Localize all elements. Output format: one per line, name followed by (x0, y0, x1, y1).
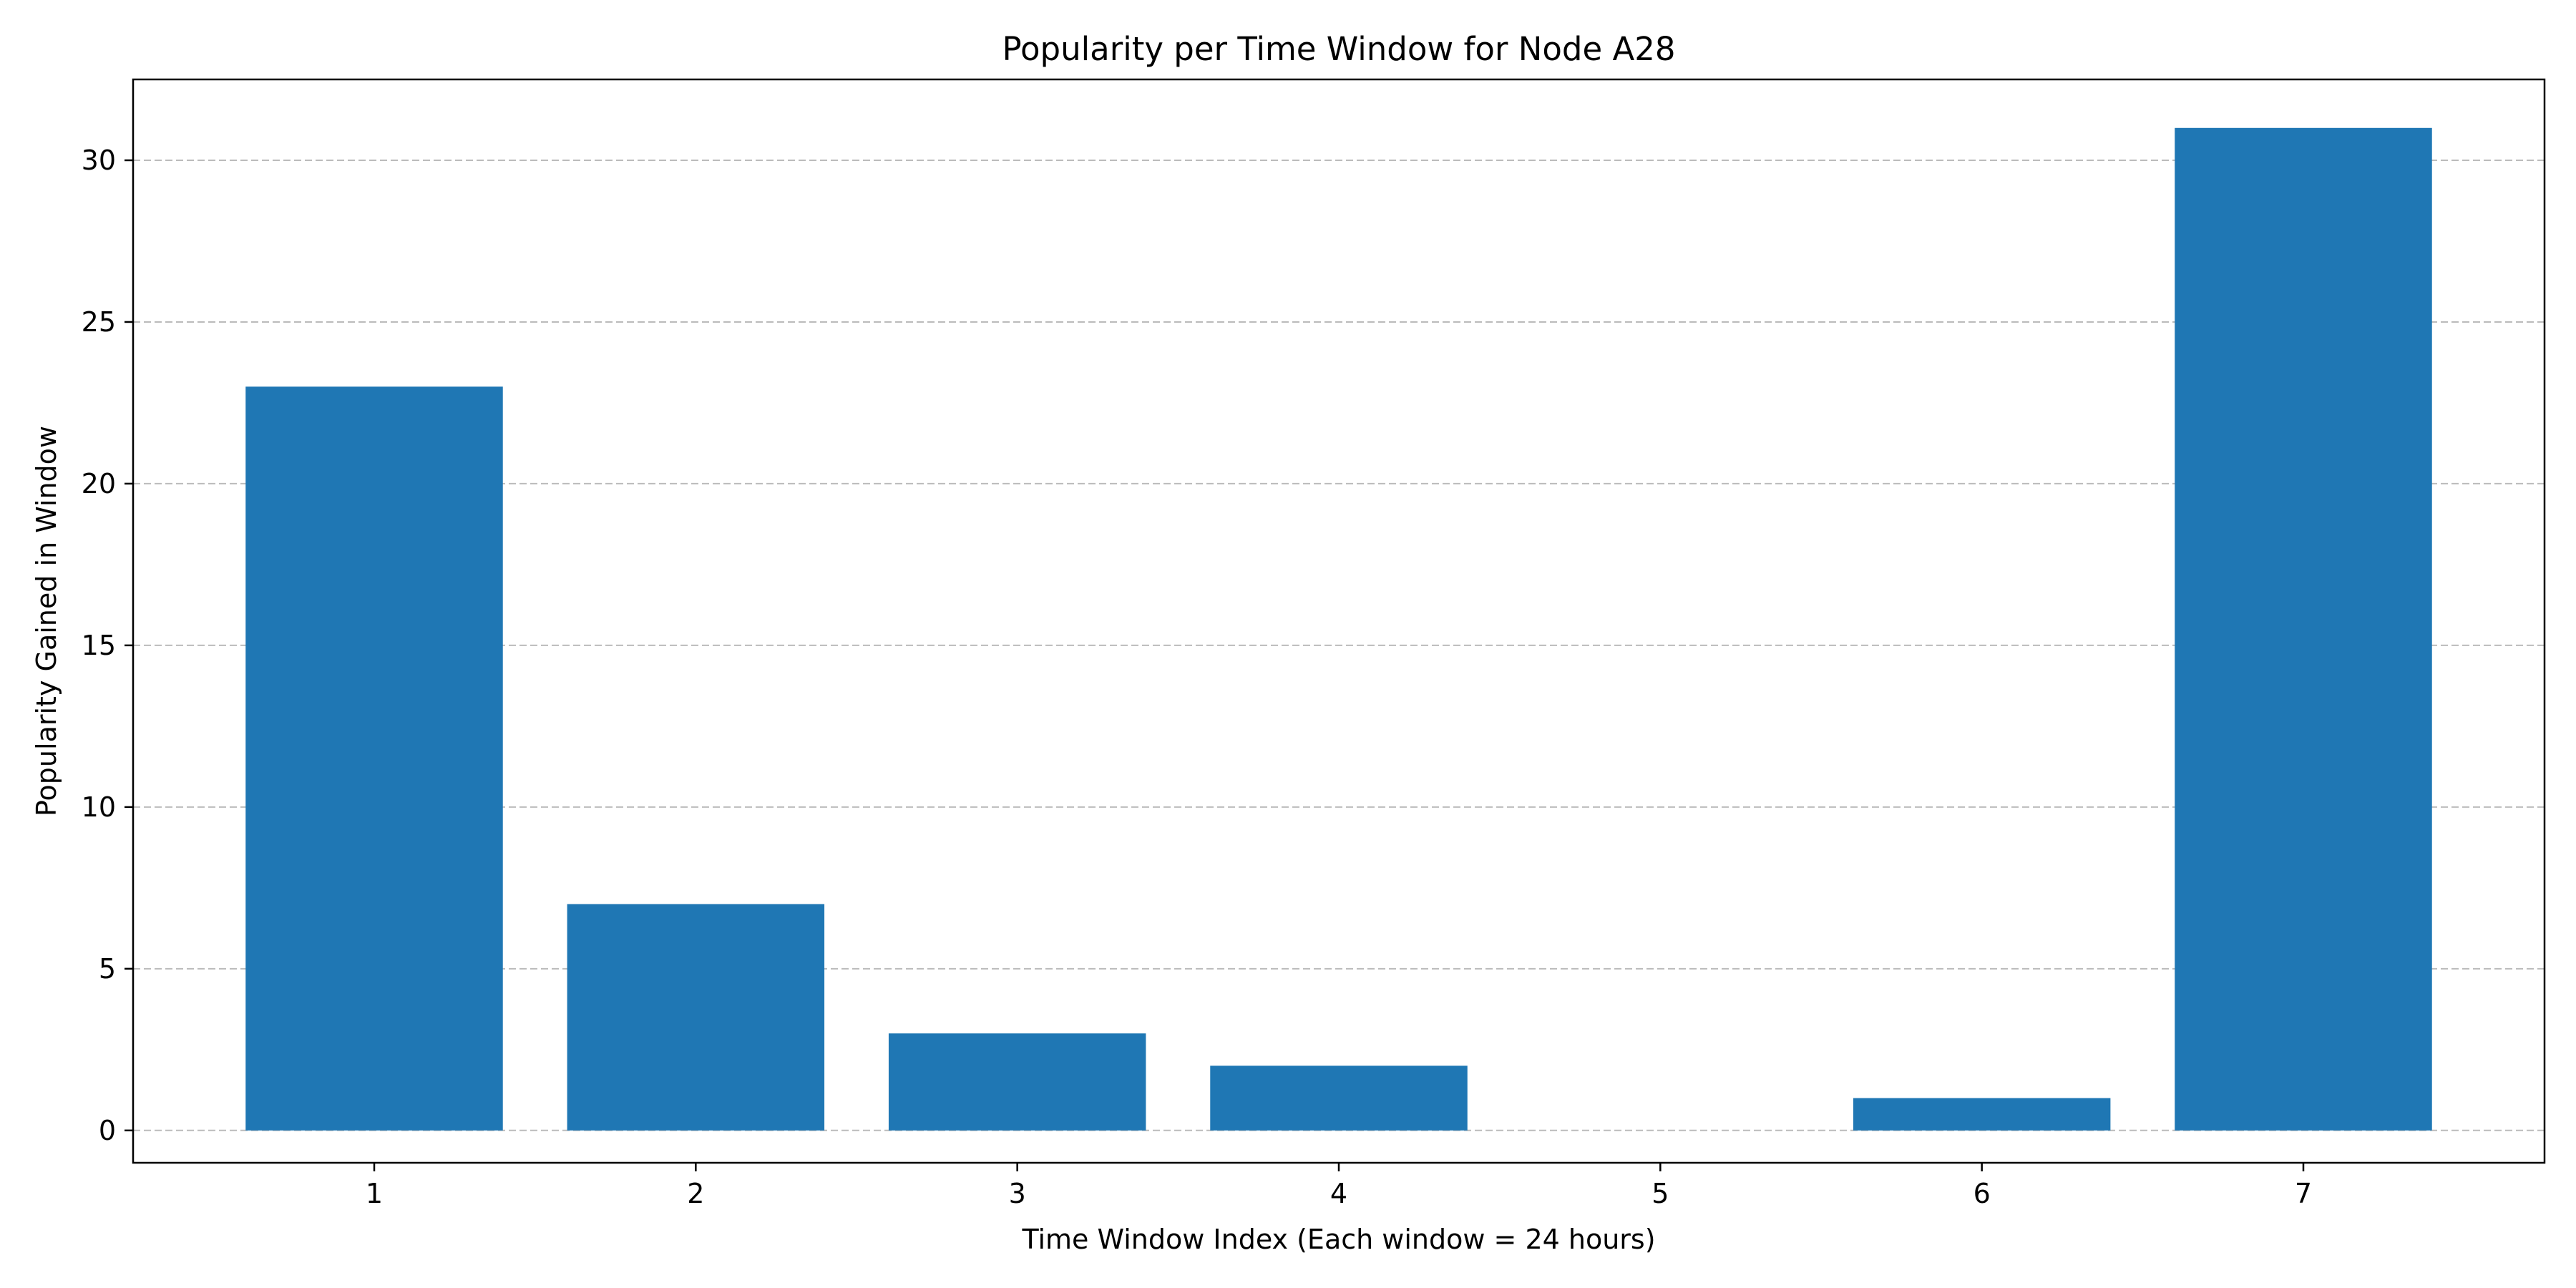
x-tick-label: 2 (687, 1178, 704, 1209)
y-tick-label: 25 (82, 306, 116, 338)
x-tick-label: 1 (366, 1178, 383, 1209)
bar-window-3 (888, 1033, 1146, 1131)
y-tick-label: 5 (99, 953, 116, 985)
y-tick-label: 15 (82, 630, 116, 661)
x-tick-label: 7 (2295, 1178, 2312, 1209)
x-axis-label: Time Window Index (Each window = 24 hour… (1021, 1224, 1655, 1255)
chart-title: Popularity per Time Window for Node A28 (1002, 30, 1675, 68)
x-tick-label: 3 (1009, 1178, 1026, 1209)
y-tick-label: 30 (82, 145, 116, 176)
x-axis-ticks: 1 2 3 4 5 6 7 (366, 1163, 2312, 1209)
y-axis-ticks: 0 5 10 15 20 25 30 (82, 145, 133, 1146)
y-axis-label: Popularity Gained in Window (31, 426, 62, 816)
bar-layer (245, 127, 2432, 1131)
y-tick-label: 20 (82, 468, 116, 499)
bar-window-1 (245, 386, 503, 1131)
bar-window-2 (567, 904, 825, 1131)
y-tick-label: 10 (82, 791, 116, 823)
x-tick-label: 4 (1330, 1178, 1347, 1209)
y-tick-label: 0 (99, 1115, 116, 1146)
grid-layer (133, 159, 2545, 1131)
bar-window-7 (2175, 127, 2432, 1131)
bar-window-4 (1210, 1065, 1468, 1131)
x-tick-label: 5 (1652, 1178, 1669, 1209)
bar-window-6 (1853, 1098, 2111, 1131)
x-tick-label: 6 (1974, 1178, 1991, 1209)
